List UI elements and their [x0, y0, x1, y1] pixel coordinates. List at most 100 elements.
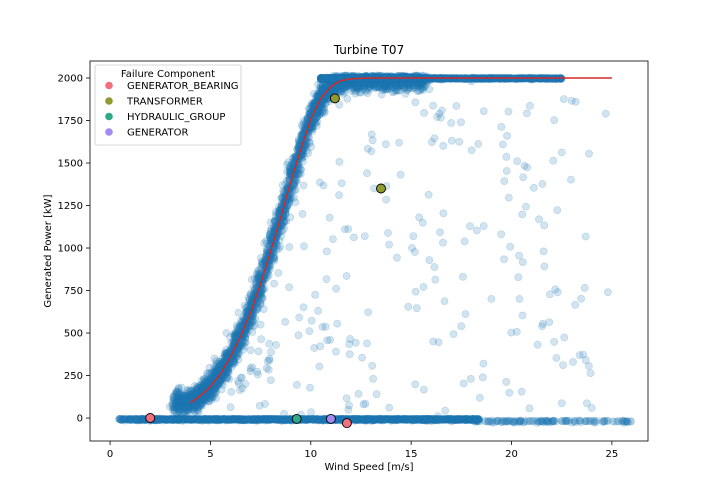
- scatter-point: [317, 85, 326, 94]
- scatter-point: [411, 81, 420, 90]
- scatter-point: [199, 383, 208, 392]
- scatter-point: [177, 399, 186, 408]
- scatter-point: [279, 221, 287, 230]
- scatter-point: [412, 74, 420, 83]
- scatter-point: [382, 82, 390, 91]
- scatter-point: [415, 79, 424, 88]
- scatter-point: [198, 395, 207, 404]
- scatter-point: [270, 250, 278, 259]
- scatter-point: [317, 91, 326, 100]
- scatter-point: [203, 378, 212, 387]
- scatter-point: [176, 395, 184, 404]
- scatter-point: [338, 84, 347, 93]
- scatter-point: [349, 80, 358, 89]
- scatter-point: [388, 79, 397, 88]
- scatter-point: [175, 404, 183, 413]
- scatter-point: [334, 87, 343, 95]
- scatter-point: [169, 395, 178, 404]
- scatter-point: [214, 366, 222, 375]
- scatter-point: [170, 403, 179, 412]
- scatter-point: [183, 396, 192, 405]
- scatter-point: [371, 83, 380, 92]
- scatter-point: [175, 405, 184, 413]
- scatter-point: [199, 374, 208, 383]
- scatter-point: [197, 399, 206, 408]
- scatter-point: [205, 389, 214, 398]
- scatter-point: [322, 74, 331, 83]
- scatter-point: [198, 401, 207, 410]
- scatter-point: [361, 80, 370, 89]
- scatter-point: [379, 85, 388, 94]
- scatter-point: [393, 75, 402, 83]
- scatter-point: [380, 81, 389, 89]
- scatter-point: [265, 233, 274, 242]
- scatter-point: [360, 81, 369, 90]
- scatter-point: [317, 92, 326, 100]
- scatter-point: [208, 393, 217, 402]
- scatter-point: [210, 368, 219, 377]
- scatter-point: [211, 388, 220, 397]
- scatter-point: [336, 82, 345, 90]
- scatter-point: [271, 212, 280, 221]
- scatter-point: [366, 80, 375, 89]
- scatter-point: [408, 84, 417, 93]
- scatter-point: [372, 79, 381, 87]
- scatter-point: [318, 85, 327, 94]
- scatter-point: [372, 76, 381, 85]
- scatter-point: [392, 86, 400, 95]
- scatter-point: [417, 78, 426, 87]
- scatter-point: [343, 95, 352, 103]
- scatter-point: [371, 84, 380, 93]
- scatter-point: [165, 402, 174, 411]
- scatter-point: [420, 82, 429, 91]
- scatter-point: [537, 74, 545, 83]
- scatter-point: [413, 87, 422, 96]
- scatter-point: [212, 373, 221, 382]
- scatter-point: [394, 74, 403, 83]
- scatter-point: [318, 84, 326, 92]
- scatter-point: [179, 395, 188, 404]
- scatter-point: [205, 377, 213, 386]
- scatter-point: [266, 226, 275, 235]
- scatter-point: [253, 305, 261, 314]
- scatter-point: [414, 86, 423, 95]
- scatter-point: [425, 85, 434, 94]
- scatter-point: [405, 83, 413, 92]
- scatter-point: [204, 383, 213, 391]
- scatter-point: [192, 400, 201, 409]
- scatter-point: [244, 301, 253, 310]
- scatter-point: [182, 399, 191, 408]
- scatter-point: [325, 86, 334, 94]
- scatter-point: [207, 369, 216, 378]
- scatter-point: [313, 91, 322, 100]
- scatter-point: [410, 84, 419, 93]
- scatter-point: [182, 398, 191, 406]
- scatter-point: [330, 74, 339, 82]
- scatter-point: [414, 81, 422, 89]
- scatter-point: [220, 371, 229, 380]
- scatter-point: [189, 403, 198, 412]
- scatter-point: [217, 359, 226, 367]
- scatter-point: [179, 394, 188, 403]
- scatter-point: [340, 82, 349, 90]
- scatter-point: [224, 366, 233, 375]
- scatter-point: [178, 403, 186, 412]
- scatter-point: [547, 75, 556, 83]
- scatter-point: [321, 94, 330, 103]
- scatter-point: [353, 81, 361, 90]
- scatter-point: [205, 388, 214, 397]
- scatter-point: [212, 366, 221, 375]
- scatter-point: [397, 78, 405, 87]
- scatter-point: [373, 78, 382, 87]
- scatter-point: [180, 398, 189, 407]
- scatter-point: [196, 400, 205, 409]
- scatter-point: [198, 388, 207, 397]
- scatter-point: [187, 400, 195, 409]
- scatter-point: [416, 75, 424, 83]
- scatter-point: [175, 394, 184, 403]
- scatter-point: [206, 385, 215, 393]
- scatter-point: [354, 82, 363, 91]
- scatter-point: [228, 359, 236, 367]
- scatter-point: [206, 380, 215, 389]
